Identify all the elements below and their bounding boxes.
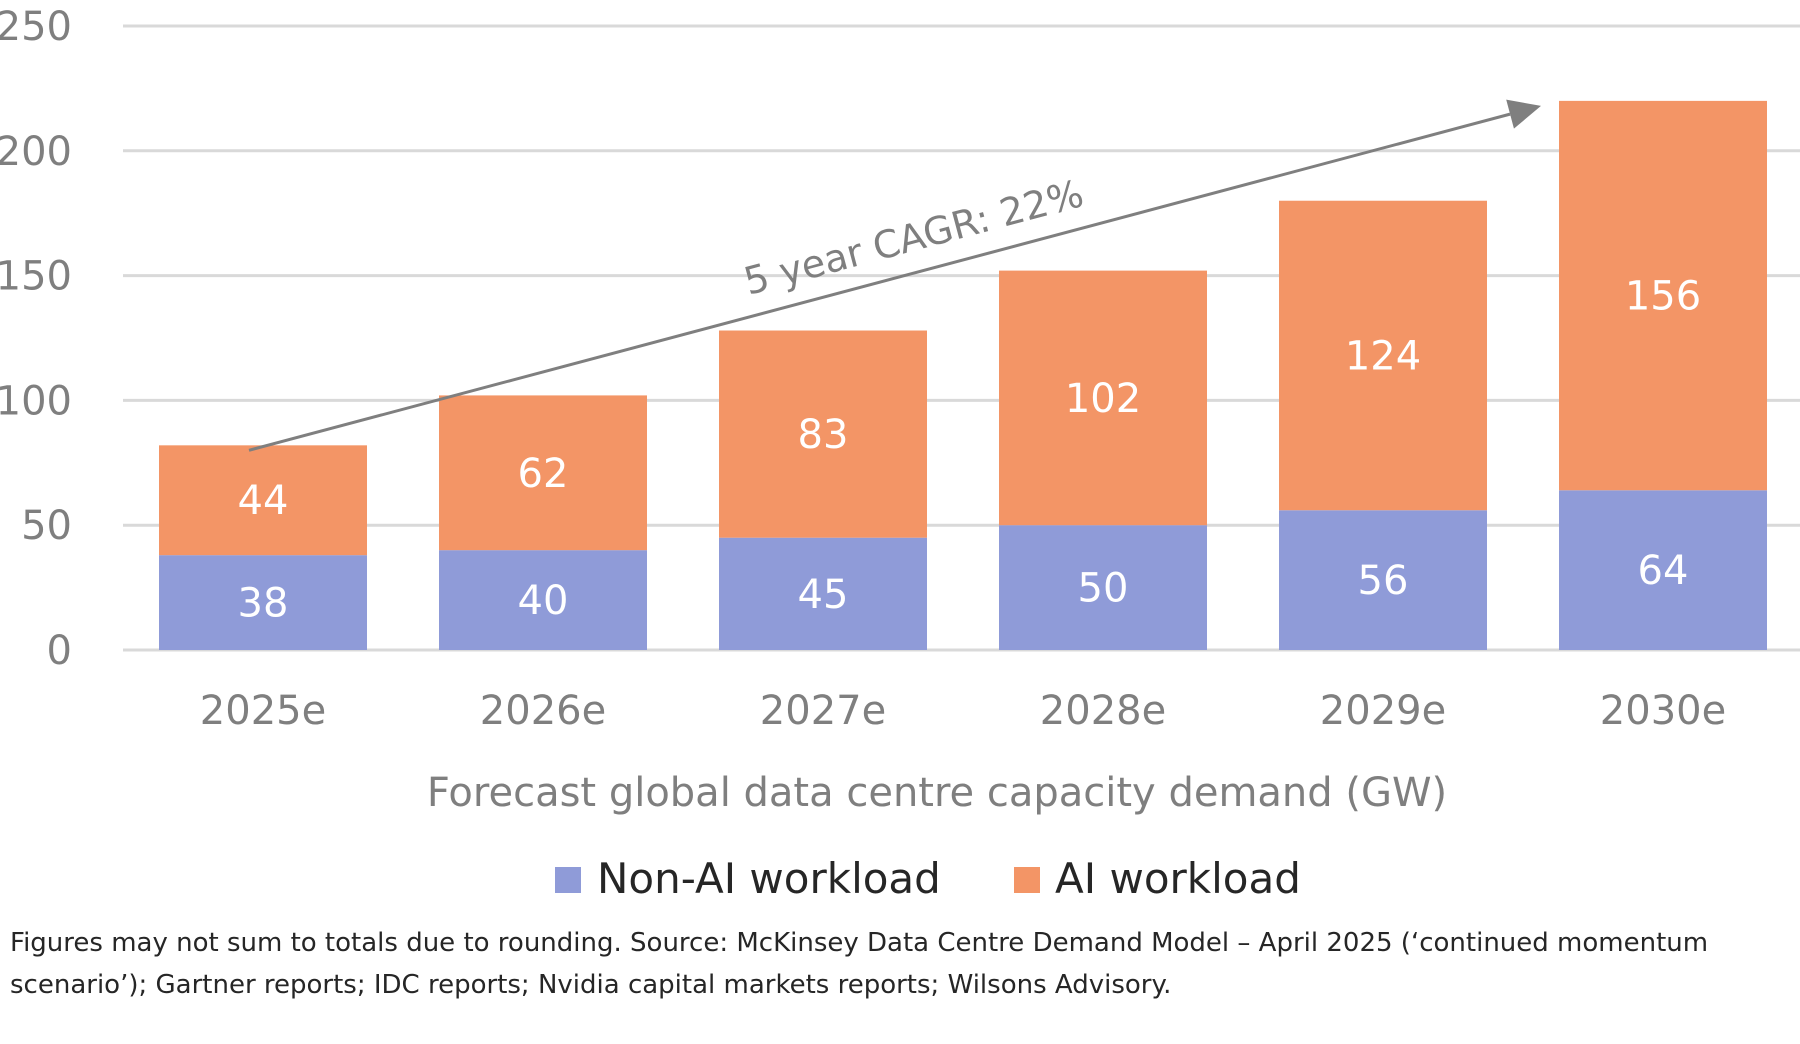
value-label-non-ai-2025e: 38 [238,581,289,627]
x-tick-label-2030e: 2030e [1600,688,1726,734]
bar-ai-2025e [159,445,367,556]
cagr-arrow-head [1506,99,1541,129]
gridlines [123,24,1800,652]
bar-non-ai-2026e [439,550,647,650]
bar-ai-2028e [999,270,1207,526]
x-axis-title: Forecast global data centre capacity dem… [427,770,1447,816]
cagr-arrow-line [248,112,1511,452]
x-tick-label-2029e: 2029e [1320,688,1446,734]
y-axis-tick-labels: 0 50 100 150 200 250 [0,4,72,674]
value-label-non-ai-2029e: 56 [1358,558,1409,604]
value-label-non-ai-2028e: 50 [1078,566,1129,612]
y-tick-label-50: 50 [21,503,72,549]
y-tick-label-0: 0 [47,628,72,674]
bars [159,100,1767,650]
x-tick-label-2028e: 2028e [1040,688,1166,734]
bar-non-ai-2027e [719,537,927,650]
y-tick-label-100: 100 [0,378,72,424]
bar-non-ai-2029e [1279,510,1487,650]
x-axis-category-labels: 2025e 2026e 2027e 2028e 2029e 2030e [200,688,1726,734]
bar-non-ai-2030e [1559,490,1767,650]
value-label-non-ai-2027e: 45 [798,572,849,618]
value-label-non-ai-2026e: 40 [518,578,569,624]
bar-non-ai-2025e [159,555,367,650]
y-tick-label-250: 250 [0,4,72,50]
legend-label-ai: AI workload [1055,854,1301,903]
value-label-ai-2029e: 124 [1345,333,1421,379]
legend-swatch-ai [1014,867,1040,893]
bar-ai-2026e [439,395,647,551]
value-label-ai-2028e: 102 [1065,376,1141,422]
legend: Non-AI workload AI workload [555,854,1301,903]
y-tick-label-150: 150 [0,254,72,300]
x-tick-label-2025e: 2025e [200,688,326,734]
legend-swatch-non-ai [555,867,581,893]
value-label-ai-2026e: 62 [518,451,569,497]
bar-ai-2030e [1559,100,1767,491]
y-tick-label-200: 200 [0,129,72,175]
value-label-ai-2025e: 44 [238,478,289,524]
value-label-ai-2027e: 83 [798,412,849,458]
bar-ai-2027e [719,330,927,538]
legend-label-non-ai: Non-AI workload [597,854,941,903]
source-footnote: Figures may not sum to totals due to rou… [10,928,1709,1000]
x-tick-label-2027e: 2027e [760,688,886,734]
value-label-non-ai-2030e: 64 [1638,548,1689,594]
value-label-ai-2030e: 156 [1625,274,1701,320]
bar-non-ai-2028e [999,525,1207,650]
x-tick-label-2026e: 2026e [480,688,606,734]
bar-ai-2029e [1279,200,1487,511]
bar-value-labels: 38 44 40 62 45 83 50 102 56 124 64 156 [238,274,1702,627]
